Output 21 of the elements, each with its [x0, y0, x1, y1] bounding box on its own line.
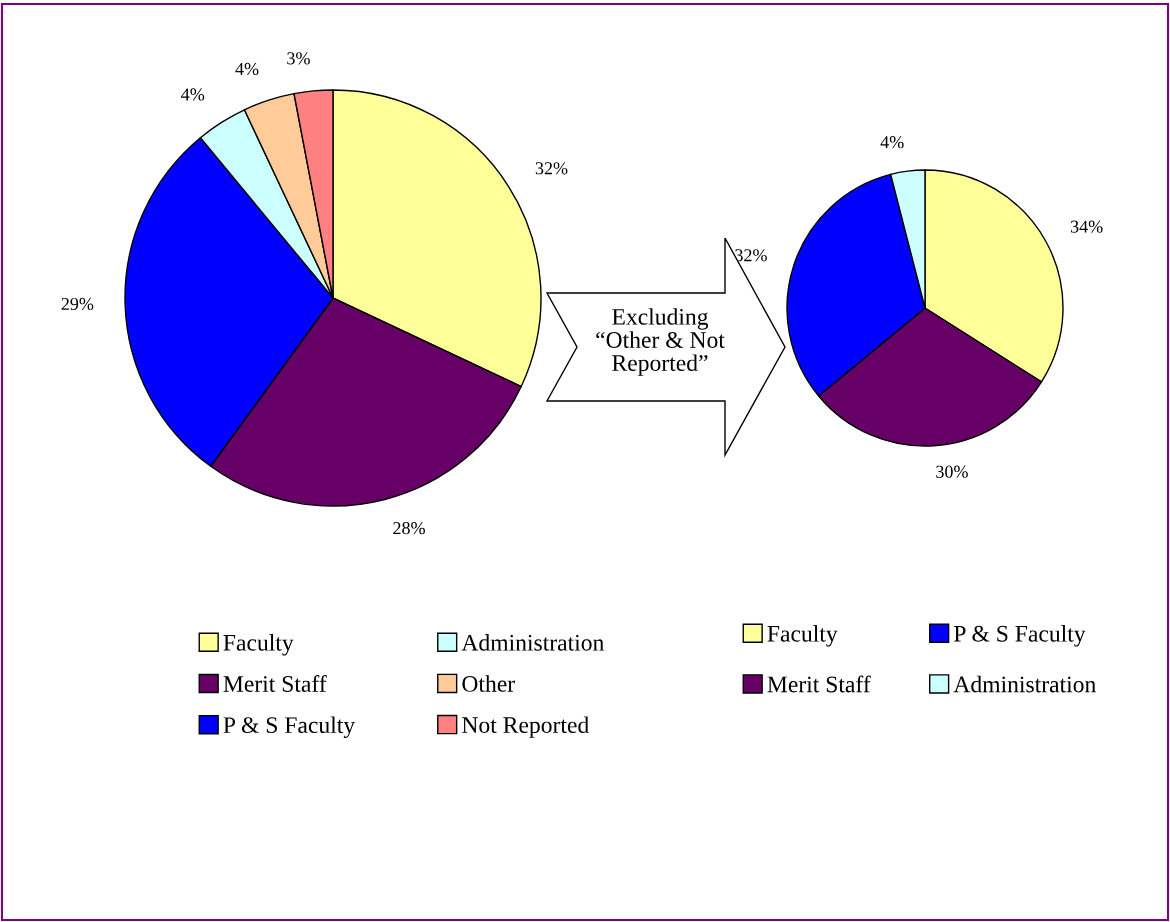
data-label: 29%: [61, 297, 94, 311]
text: Excluding “Other & Not Reported”: [596, 308, 725, 376]
data-label: 34%: [1070, 220, 1103, 233]
legend-label: Merit Staff: [223, 675, 327, 692]
data-label: 4%: [880, 136, 904, 149]
data-label: 30%: [936, 465, 968, 478]
data-label: 3%: [287, 52, 310, 65]
data-label: 4%: [181, 88, 205, 101]
legend-label: Administration: [953, 675, 1096, 693]
legend-label: Merit Staff: [767, 675, 871, 693]
legend-label: Faculty: [767, 625, 838, 647]
data-label: 32%: [735, 249, 767, 262]
legend-label: Not Reported: [462, 716, 589, 738]
data-label: 28%: [393, 522, 425, 535]
data-label: 32%: [535, 162, 568, 175]
legend-label: Other: [462, 675, 515, 692]
legend-label: P & S Faculty: [954, 625, 1086, 647]
legend-label: Administration: [461, 634, 604, 651]
legend-label: P & S Faculty: [223, 716, 356, 738]
legend-label: Faculty: [223, 634, 294, 656]
data-label: 4%: [235, 62, 259, 76]
